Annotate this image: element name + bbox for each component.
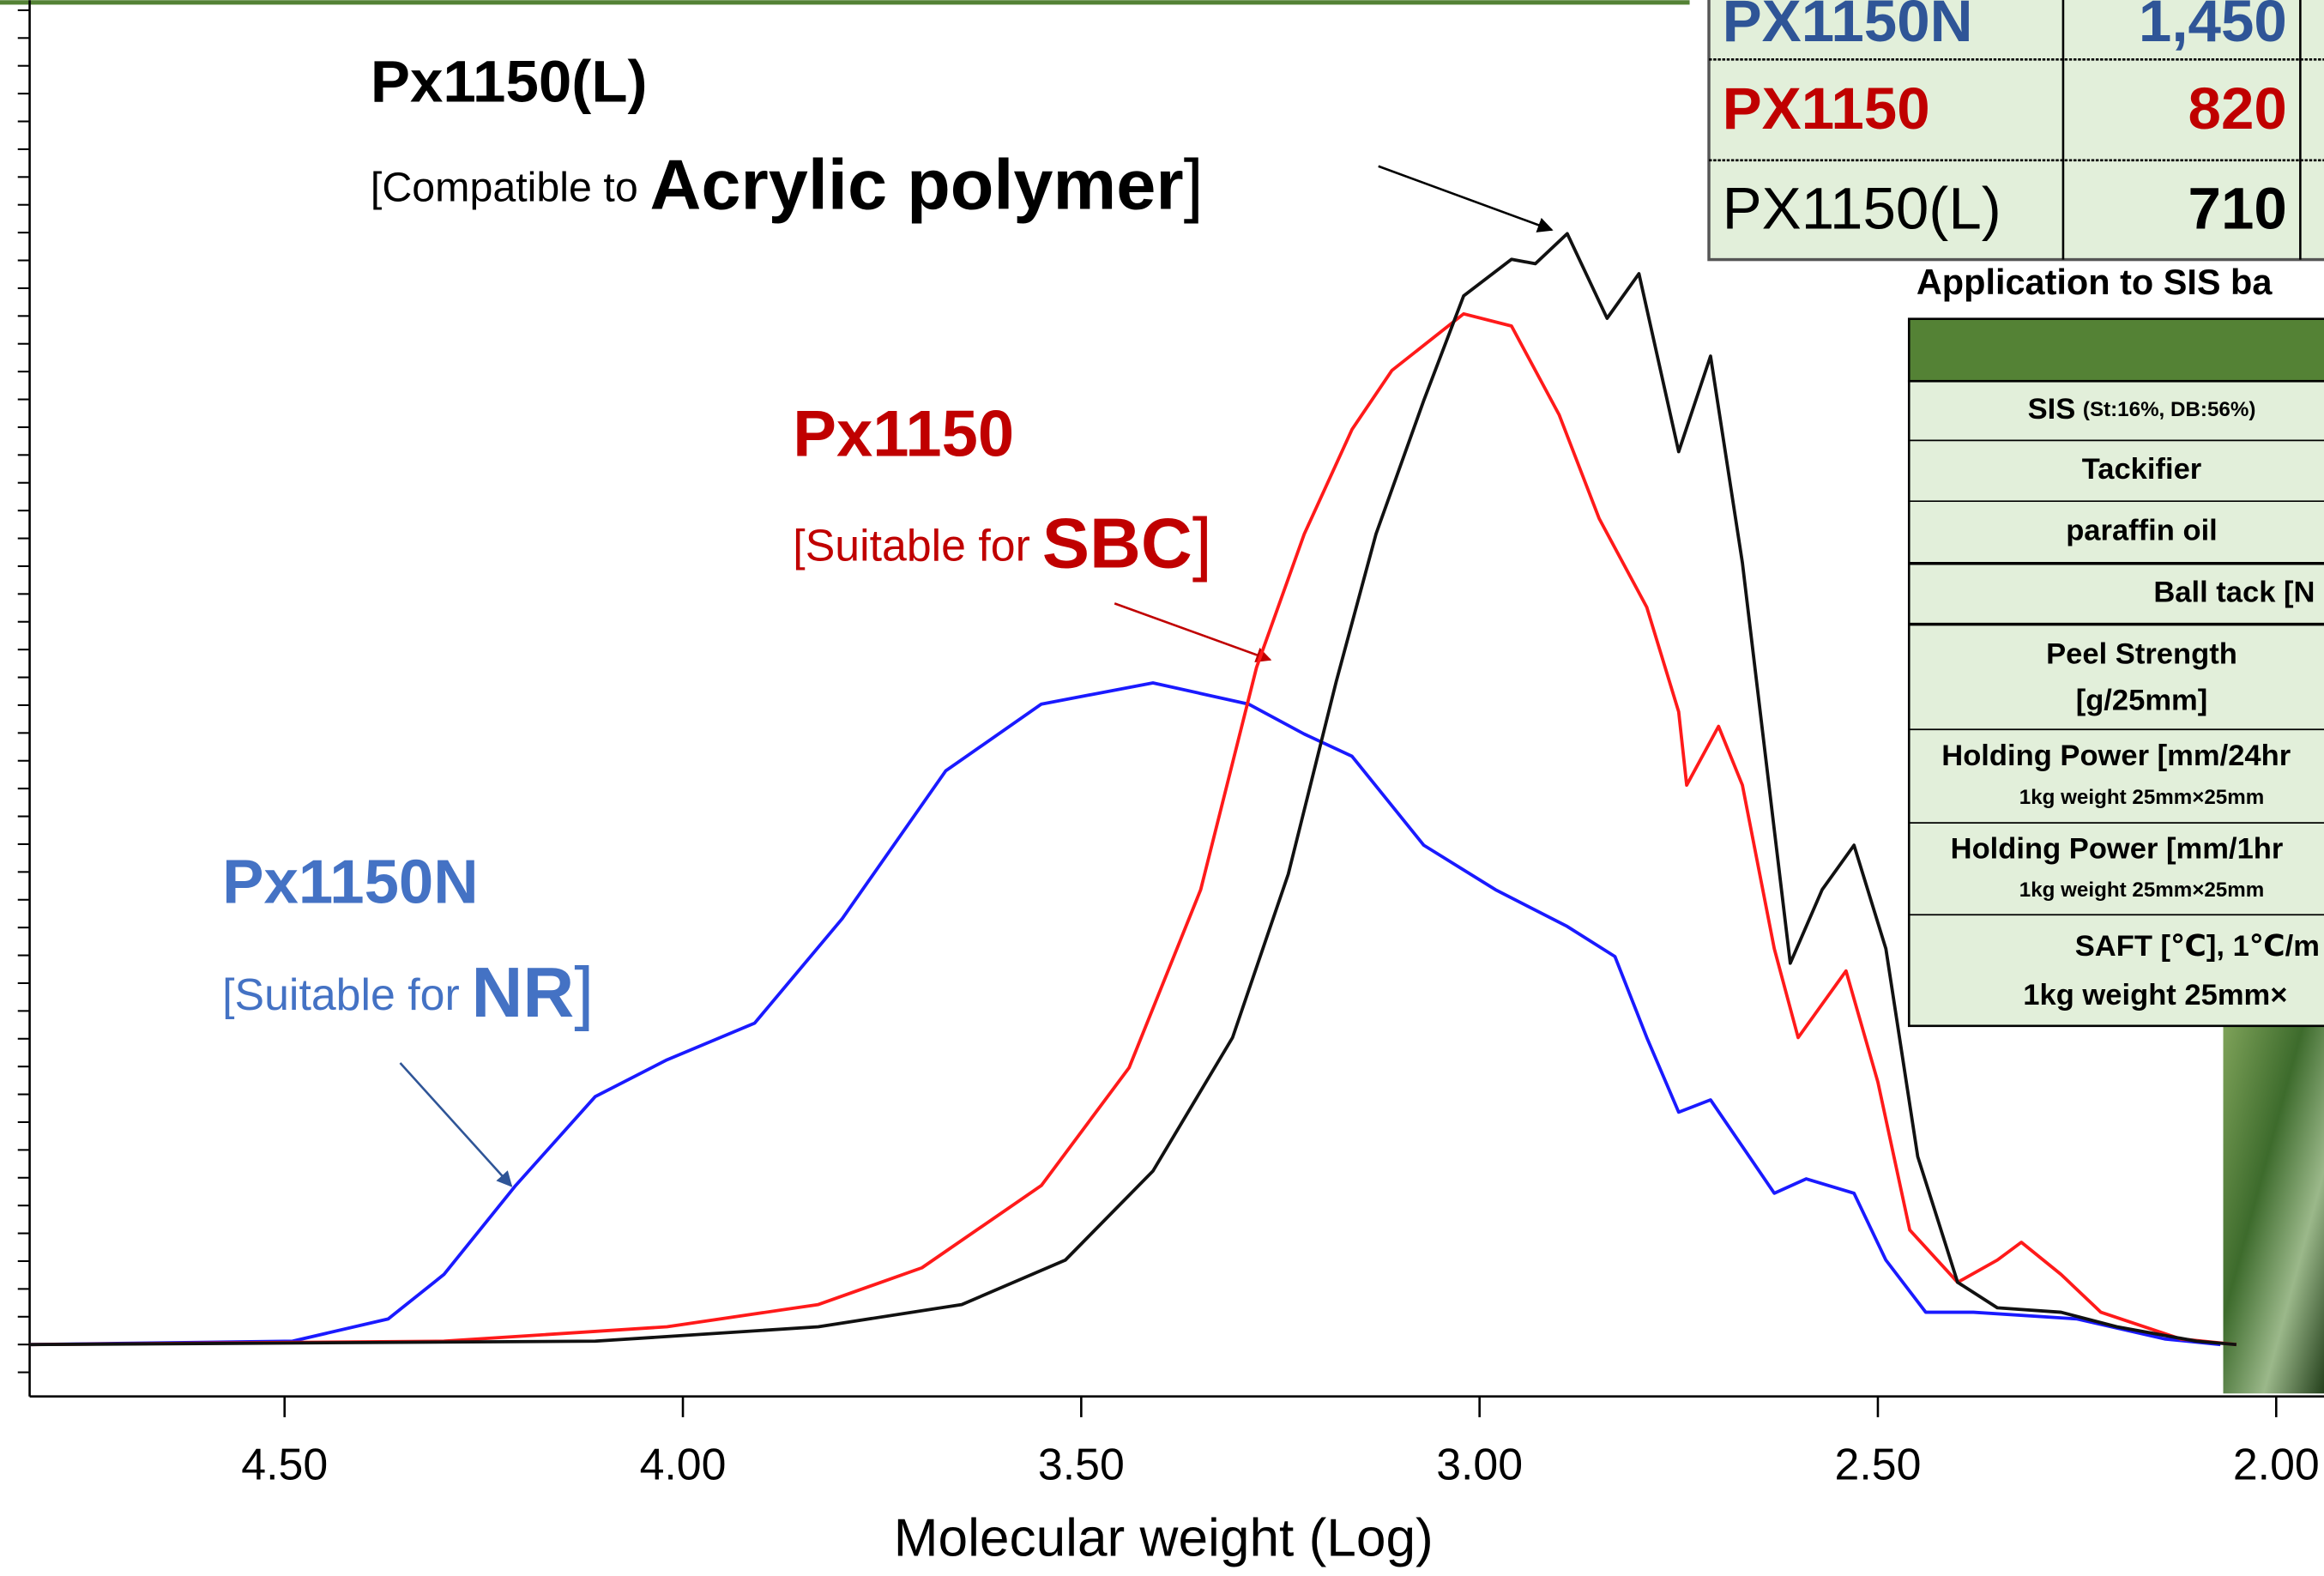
- x-tick-label: 3.50: [1038, 1439, 1125, 1488]
- x-tick-label: 3.00: [1436, 1439, 1523, 1488]
- table-cell: 1kg weight 25mm×25mm: [2019, 879, 2264, 902]
- x-tick-label: 2.50: [1835, 1439, 1922, 1488]
- table-header: [1907, 317, 2324, 383]
- table-cell: SIS (St:16%, DB:56%): [2028, 393, 2256, 426]
- table-cell: Ball tack [N: [2153, 576, 2315, 608]
- table-cell: PX1150(L): [1723, 174, 2001, 241]
- table-cell: 820: [2188, 75, 2287, 142]
- annotation-note: [Suitable for SBC]: [793, 503, 1211, 583]
- annotation-emphasis: NR: [472, 952, 575, 1032]
- table-cell-text: SIS: [2028, 393, 2076, 426]
- table-cell: Holding Power [mm/24hr: [1941, 740, 2291, 772]
- table-cell: PX1150: [1723, 75, 1930, 142]
- table-cell: [g/25mm]: [2076, 684, 2208, 716]
- table-cell: Holding Power [mm/1hr: [1951, 832, 2284, 865]
- x-tick-label: 2.00: [2233, 1439, 2320, 1488]
- table-cell: 710: [2188, 174, 2287, 241]
- photo: [2223, 1023, 2324, 1394]
- series-line: [29, 232, 2237, 1347]
- table-caption: Application to SIS ba: [1917, 262, 2273, 302]
- annotation-emphasis: SBC: [1042, 503, 1192, 583]
- annotation-close: ]: [574, 952, 594, 1032]
- sis-table-bg: [1907, 379, 2324, 1028]
- table-cell: Tackifier: [2082, 453, 2202, 486]
- table-cell: 1kg weight 25mm×: [2023, 979, 2287, 1011]
- annotation-title: Px1150: [793, 398, 1014, 471]
- table-cell: Peel Strength: [2046, 638, 2237, 671]
- table-cell: paraffin oil: [2066, 515, 2218, 547]
- annotation-close: ]: [1184, 144, 1204, 224]
- x-tick-label: 4.50: [241, 1439, 328, 1488]
- annotation-emphasis: Acrylic polymer: [650, 144, 1184, 224]
- annotation-title: Px1150(L): [371, 48, 648, 115]
- arrow: [1378, 165, 1554, 232]
- table-cell: 1,450: [2139, 0, 2287, 54]
- top-rule: [0, 0, 1690, 5]
- inset-table-bg: [1707, 0, 2324, 262]
- table-cell: SAFT [℃], 1℃/m: [2075, 930, 2320, 963]
- annotation-note: [Compatible to Acrylic polymer]: [371, 144, 1204, 224]
- annotation-note-text: [Suitable for: [793, 520, 1030, 570]
- annotation-note-text: [Compatible to: [371, 164, 638, 210]
- arrow: [1114, 602, 1272, 663]
- series-line: [29, 681, 2221, 1347]
- arrow: [399, 1062, 513, 1187]
- table-cell-note: (St:16%, DB:56%): [2083, 398, 2255, 421]
- x-axis-label: Molecular weight (Log): [894, 1508, 1434, 1567]
- table-cell: 1kg weight 25mm×25mm: [2019, 786, 2264, 809]
- annotation-title: Px1150N: [222, 848, 479, 917]
- x-tick-label: 4.00: [640, 1439, 727, 1488]
- annotation-note: [Suitable for NR]: [222, 952, 594, 1032]
- annotation-close: ]: [1192, 503, 1212, 583]
- annotation-note-text: [Suitable for: [222, 969, 460, 1019]
- series-line: [29, 311, 2237, 1347]
- table-cell: PX1150N: [1723, 0, 1973, 54]
